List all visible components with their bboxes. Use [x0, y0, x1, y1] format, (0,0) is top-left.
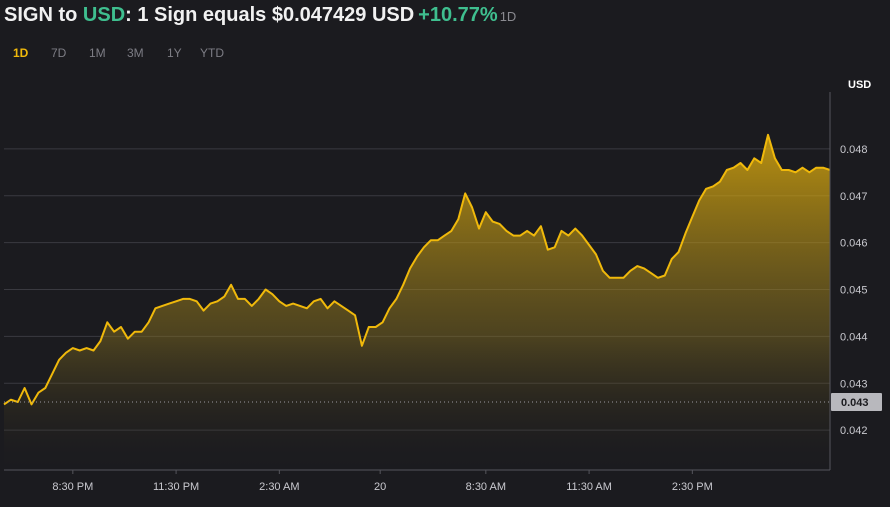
title-to-word: to [52, 4, 83, 26]
y-tick-label: 0.043 [840, 378, 868, 390]
y-axis-unit: USD [848, 79, 871, 91]
y-tick-label: 0.048 [840, 144, 868, 156]
range-tab-1m[interactable]: 1M [89, 46, 106, 60]
x-tick-label: 2:30 PM [672, 481, 713, 493]
range-tab-1y[interactable]: 1Y [167, 46, 182, 60]
y-tick-label: 0.042 [840, 425, 868, 437]
change-percent: +10.77% [418, 4, 498, 26]
x-tick-label: 8:30 AM [466, 481, 506, 493]
price-line[interactable] [3, 133, 831, 406]
price-statement: : 1 Sign equals $0.047429 USD [125, 4, 415, 26]
x-tick-label: 8:30 PM [52, 481, 93, 493]
time-range-tabs: 1D 7D 1M 3M 1Y YTD [13, 46, 240, 60]
range-tab-1d[interactable]: 1D [13, 46, 29, 60]
change-period: 1D [499, 9, 517, 24]
y-tick-label: 0.047 [840, 191, 868, 203]
y-tick-label: 0.045 [840, 285, 868, 297]
x-tick-label: 11:30 PM [153, 481, 199, 493]
price-headline: SIGN to USD: 1 Sign equals $0.047429 USD… [4, 2, 516, 30]
range-tab-3m[interactable]: 3M [127, 46, 144, 60]
base-currency: SIGN [4, 4, 53, 26]
x-tick-label: 11:30 AM [566, 481, 612, 493]
y-tick-label: 0.046 [840, 238, 868, 250]
reference-price-badge [831, 393, 882, 412]
range-tab-7d[interactable]: 7D [51, 46, 67, 60]
range-tab-ytd[interactable]: YTD [200, 46, 224, 60]
x-tick-label: 20 [374, 481, 386, 493]
reference-price-label: 0.043 [841, 397, 869, 409]
price-area-fill [4, 134, 830, 471]
quote-currency-link[interactable]: USD [82, 4, 126, 26]
y-tick-label: 0.044 [840, 331, 868, 343]
x-tick-label: 2:30 AM [259, 481, 299, 493]
